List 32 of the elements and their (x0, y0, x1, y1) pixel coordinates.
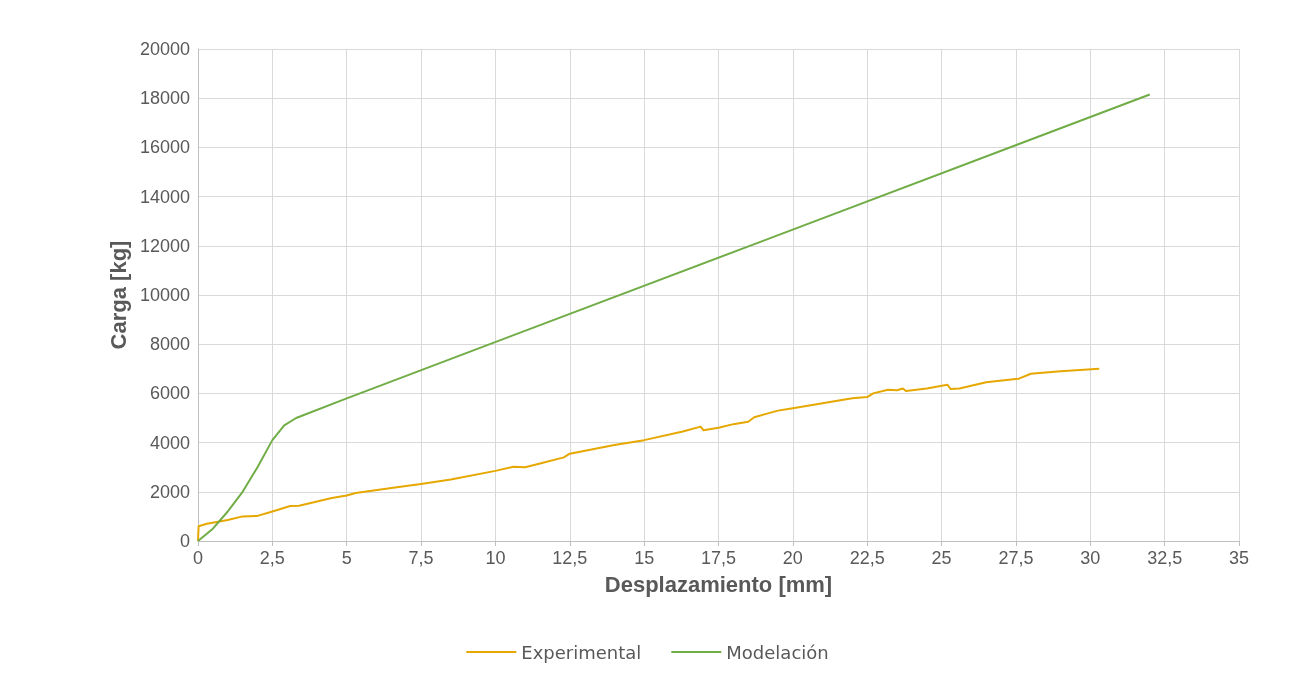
legend-label: Modelación (726, 641, 829, 663)
x-tick-label: 10 (485, 548, 506, 568)
x-tick-label: 25 (931, 548, 952, 568)
y-tick-label: 0 (179, 531, 190, 551)
y-tick-label: 20000 (139, 39, 190, 59)
x-tick-label: 27,5 (998, 548, 1034, 568)
x-tick-label: 12,5 (552, 548, 588, 568)
x-tick-label: 5 (341, 548, 352, 568)
x-tick-label: 22,5 (849, 548, 885, 568)
line-series (197, 93, 1151, 542)
x-tick-label: 30 (1080, 548, 1101, 568)
x-tick-label: 17,5 (700, 548, 737, 568)
y-tick-label: 16000 (139, 137, 190, 158)
y-axis-title: Carga [kg] (105, 240, 131, 350)
y-tick-label: 2000 (149, 481, 190, 502)
x-tick-label: 2,5 (259, 548, 285, 568)
x-tick-label: 20 (782, 548, 803, 568)
line-series (197, 367, 1101, 542)
x-tick-label: 0 (192, 548, 204, 568)
y-tick-label: 18000 (139, 88, 190, 109)
y-tick-label: 12000 (139, 235, 190, 256)
y-tick-label: 10000 (139, 285, 190, 305)
x-tick-label: 32,5 (1147, 548, 1183, 568)
x-tick-label: 15 (634, 548, 655, 568)
x-tick-label: 7,5 (408, 548, 434, 568)
y-tick-label: 14000 (139, 186, 190, 207)
x-tick-label: 35 (1228, 548, 1250, 568)
legend-label: Experimental (521, 641, 642, 663)
y-tick-label: 8000 (149, 334, 190, 355)
y-tick-label: 6000 (149, 383, 190, 404)
x-axis-title: Desplazamiento [mm] (604, 571, 833, 597)
y-tick-label: 4000 (149, 432, 190, 453)
